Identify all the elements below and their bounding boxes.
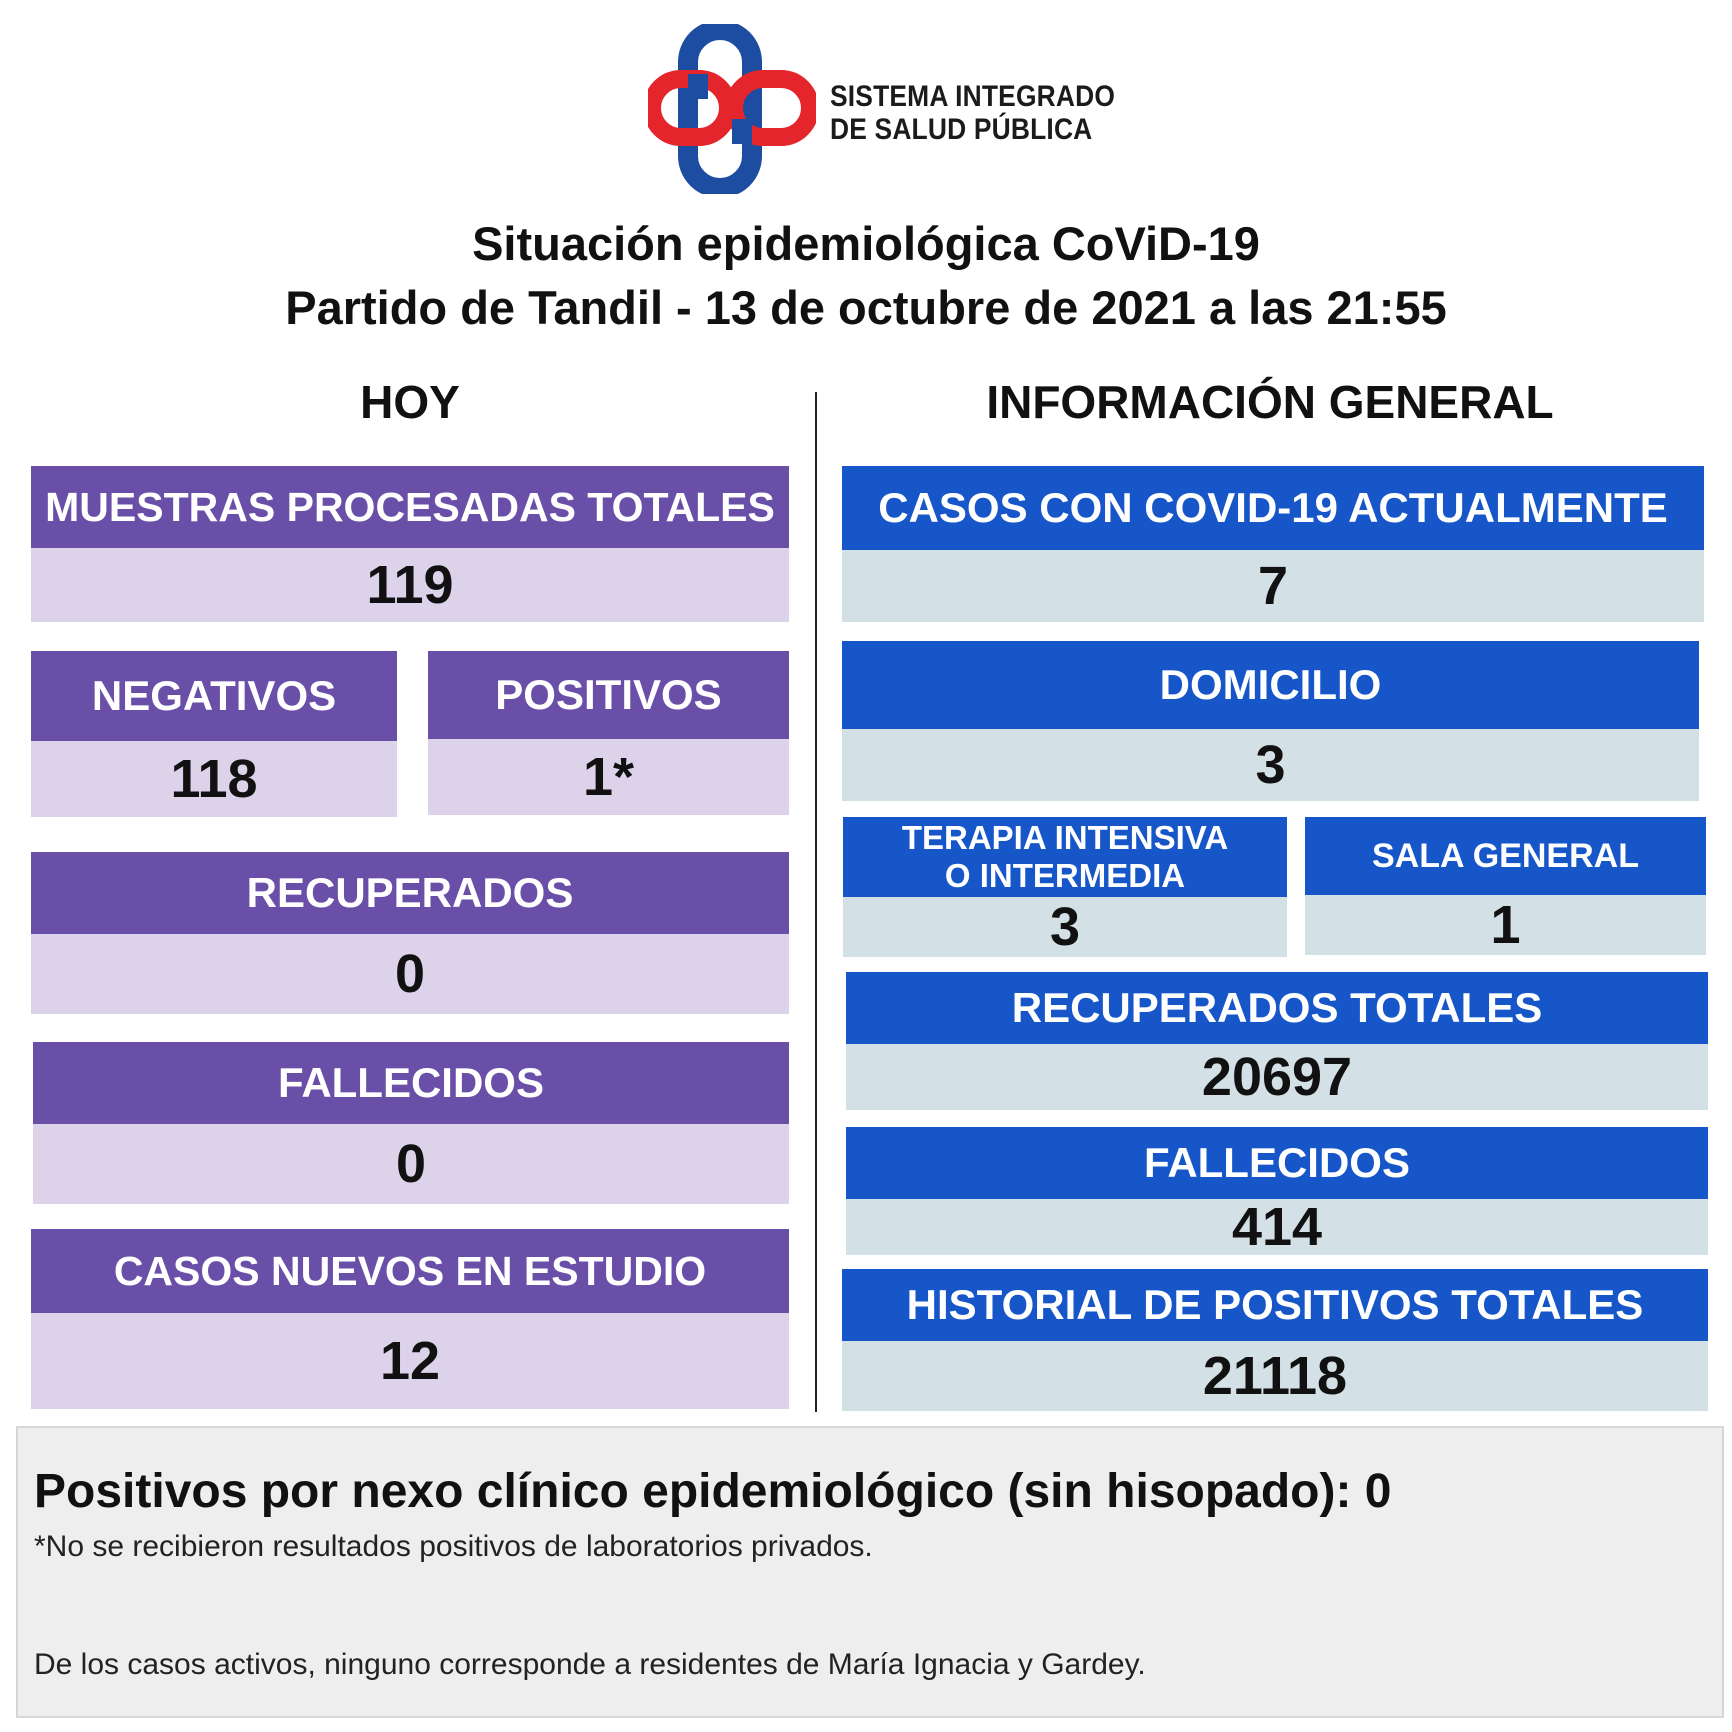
section-hoy-heading: HOY <box>360 376 460 428</box>
logo-text: SISTEMA INTEGRADO DE SALUD PÚBLICA <box>830 80 1115 146</box>
fallecidos-hoy-label: FALLECIDOS <box>33 1042 789 1124</box>
sala-general-label: SALA GENERAL <box>1305 817 1706 895</box>
logo-text-line1: SISTEMA INTEGRADO <box>830 80 1116 113</box>
terapia-label: TERAPIA INTENSIVA O INTERMEDIA <box>843 817 1287 897</box>
casos-actuales-label: CASOS CON COVID-19 ACTUALMENTE <box>842 466 1704 550</box>
section-general-heading: INFORMACIÓN GENERAL <box>986 376 1554 428</box>
recuperados-hoy-value: 0 <box>31 934 789 1014</box>
negativos-value: 118 <box>31 741 397 817</box>
recuperados-totales-value: 20697 <box>846 1044 1708 1110</box>
recuperados-hoy-label: RECUPERADOS <box>31 852 789 934</box>
casos-actuales-value: 7 <box>842 550 1704 622</box>
muestras-label: MUESTRAS PROCESADAS TOTALES <box>31 466 789 548</box>
sala-general-value: 1 <box>1305 895 1706 955</box>
column-divider <box>815 392 817 1412</box>
positivos-label: POSITIVOS <box>428 651 789 739</box>
fallecidos-totales-value: 414 <box>846 1197 1708 1257</box>
casos-nuevos-value: 12 <box>31 1313 789 1409</box>
footnote-residentes: De los casos activos, ninguno correspond… <box>34 1648 1146 1681</box>
recuperados-totales-label: RECUPERADOS TOTALES <box>846 972 1708 1044</box>
muestras-value: 119 <box>31 548 789 622</box>
negativos-label: NEGATIVOS <box>31 651 397 741</box>
terapia-value: 3 <box>843 897 1287 957</box>
fallecidos-hoy-value: 0 <box>33 1124 789 1204</box>
casos-nuevos-label: CASOS NUEVOS EN ESTUDIO <box>31 1229 789 1313</box>
page-subtitle: Partido de Tandil - 13 de octubre de 202… <box>285 281 1447 334</box>
footnote-privados: *No se recibieron resultados positivos d… <box>34 1530 873 1563</box>
domicilio-label: DOMICILIO <box>842 641 1699 729</box>
footer-panel <box>16 1426 1724 1718</box>
sisp-logo-icon <box>643 20 819 198</box>
terapia-label-line2: O INTERMEDIA <box>944 857 1186 894</box>
fallecidos-totales-label: FALLECIDOS <box>846 1127 1708 1199</box>
domicilio-value: 3 <box>842 729 1699 801</box>
historial-value: 21118 <box>842 1341 1708 1411</box>
historial-label: HISTORIAL DE POSITIVOS TOTALES <box>842 1269 1708 1341</box>
terapia-label-line1: TERAPIA INTENSIVA <box>901 819 1229 856</box>
logo-text-line2: DE SALUD PÚBLICA <box>830 113 1093 146</box>
positivos-value: 1* <box>428 739 789 815</box>
nexo-clinico-text: Positivos por nexo clínico epidemiológic… <box>34 1465 1392 1518</box>
page-title: Situación epidemiológica CoViD-19 <box>472 217 1260 270</box>
